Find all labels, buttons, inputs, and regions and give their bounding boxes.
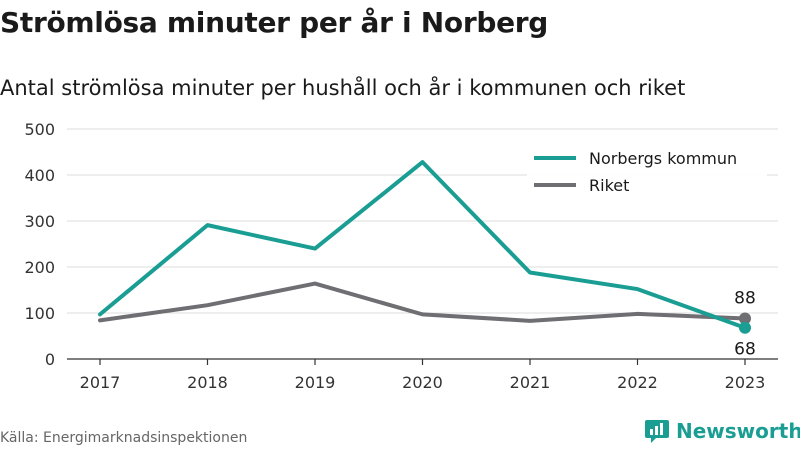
y-tick-label: 500 <box>24 120 55 139</box>
x-tick-label: 2021 <box>510 373 551 392</box>
chart-title: Strömlösa minuter per år i Norberg <box>0 6 549 39</box>
series-line <box>98 160 747 330</box>
y-tick-label: 0 <box>45 350 55 369</box>
chart-subtitle: Antal strömlösa minuter per hushåll och … <box>0 76 686 100</box>
data-label: 88 <box>734 289 756 309</box>
newsworthy-logo-icon <box>645 420 669 443</box>
legend-label: Norbergs kommun <box>589 149 737 168</box>
series-endpoint <box>739 312 751 325</box>
x-tick-label: 2019 <box>295 373 336 392</box>
x-tick-label: 2020 <box>402 373 443 392</box>
x-tick-label: 2023 <box>725 373 766 392</box>
legend-label: Riket <box>589 176 629 195</box>
source-note: Källa: Energimarknadsinspektionen <box>0 430 248 446</box>
data-label: 68 <box>734 340 756 360</box>
x-tick-label: 2018 <box>187 373 228 392</box>
x-tick-label: 2017 <box>80 373 121 392</box>
legend-box <box>527 142 767 206</box>
series-endpoint <box>739 321 751 334</box>
axis-layer: 0 100 200 300 400 500 2017 2018 2019 2020 2021 2022… <box>24 120 778 392</box>
legend: Norbergs kommun Riket <box>527 142 767 206</box>
series-line <box>98 281 747 323</box>
y-tick-label: 100 <box>24 304 55 323</box>
series-layer: 88 68 <box>98 160 756 360</box>
brand-name: Newsworthy <box>676 419 800 443</box>
y-tick-label: 400 <box>24 166 55 185</box>
y-tick-label: 200 <box>24 258 55 277</box>
y-tick-label: 300 <box>24 212 55 231</box>
x-tick-label: 2022 <box>617 373 658 392</box>
brand-logo[interactable]: Newsworthy <box>644 418 800 444</box>
